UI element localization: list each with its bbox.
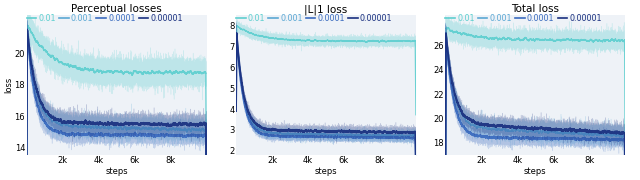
Title: Total loss: Total loss <box>511 4 559 14</box>
Legend: 0.01, 0.001, 0.0001, 0.00001: 0.01, 0.001, 0.0001, 0.00001 <box>27 14 183 22</box>
Legend: 0.01, 0.001, 0.0001, 0.00001: 0.01, 0.001, 0.0001, 0.00001 <box>445 14 602 22</box>
Title: |L|1 loss: |L|1 loss <box>305 4 348 15</box>
Title: Perceptual losses: Perceptual losses <box>71 4 162 14</box>
Y-axis label: loss: loss <box>4 77 13 93</box>
Legend: 0.01, 0.001, 0.0001, 0.00001: 0.01, 0.001, 0.0001, 0.00001 <box>236 14 392 22</box>
X-axis label: steps: steps <box>105 167 128 176</box>
X-axis label: steps: steps <box>524 167 547 176</box>
X-axis label: steps: steps <box>315 167 337 176</box>
